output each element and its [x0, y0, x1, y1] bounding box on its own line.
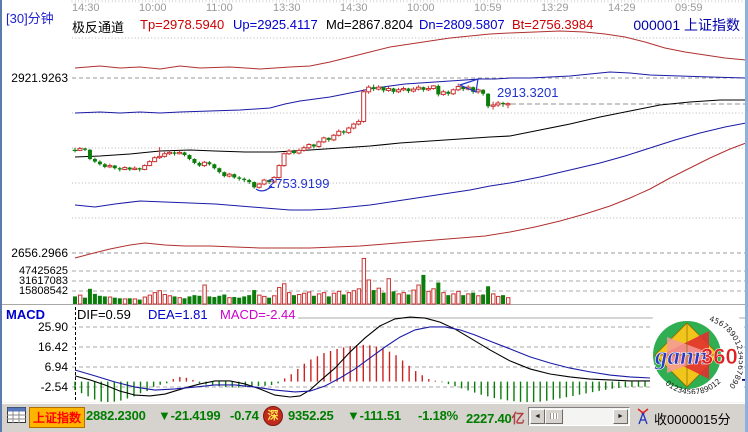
channel-param-label: Md=2867.8204 — [326, 17, 414, 32]
volume-axis-label: 31617083 — [19, 275, 68, 287]
scroll-right-button[interactable]: ► — [613, 409, 628, 424]
symbol-title: 000001 上证指数 — [633, 17, 740, 33]
index2-change: ▼-111.51 — [347, 408, 401, 423]
turnover-value: 2227.40 — [466, 411, 512, 426]
channel-param-label: Tp=2978.5940 — [140, 17, 225, 32]
macd-dea-value: DEA=1.81 — [148, 307, 208, 322]
macd-axis-label: 25.90 — [37, 320, 68, 334]
price-annotation: 2913.3201 — [497, 85, 559, 100]
macd-panel-title[interactable]: MACD — [6, 307, 45, 322]
indicator-name: 极反通道 — [72, 20, 125, 35]
turnover-unit: 亿 — [511, 411, 525, 426]
market-name-badge[interactable]: 上证指数 — [29, 407, 86, 428]
macd-axis-label: 16.42 — [37, 340, 68, 354]
volume-axis-label: 47425625 — [19, 265, 68, 277]
index2-change-pct: -1.18% — [418, 408, 458, 423]
price-change: ▼-21.4199 — [158, 408, 221, 423]
logo-gann-text: gann — [654, 343, 708, 370]
macd-value: MACD=-2.44 — [220, 307, 296, 322]
macd-dif-value: DIF=0.59 — [77, 307, 131, 322]
window-left-border — [0, 0, 2, 432]
macd-axis-label: 6.94 — [44, 360, 68, 374]
volume-axis-label: 15808542 — [19, 285, 68, 297]
time-label: 10:59 — [474, 2, 502, 14]
time-label: 10:00 — [139, 2, 167, 14]
horizontal-scrollbar[interactable]: ◄ ► — [528, 407, 630, 426]
time-label: 14:30 — [72, 2, 100, 14]
channel-param-label: Up=2925.4117 — [233, 17, 318, 32]
price-annotation: 2753.9199 — [268, 176, 330, 191]
time-label: 10:00 — [407, 2, 435, 14]
period-selector[interactable]: [30]分钟 — [6, 11, 54, 26]
macd-axis-label: -2.54 — [40, 380, 68, 394]
quote-table-icon[interactable] — [7, 407, 26, 424]
logo-360-text: 360 — [701, 344, 738, 369]
time-label: 14:30 — [340, 2, 368, 14]
refresh-clock-text: 收0000015分 — [654, 412, 731, 427]
price-axis-label: 2656.2966 — [11, 246, 68, 260]
antenna-icon — [637, 408, 649, 425]
time-label: 11:00 — [206, 2, 233, 14]
price-axis-label: 2921.9263 — [11, 71, 68, 85]
time-label: 14:29 — [608, 2, 636, 14]
status-bar: 上证指数 2882.2300 ▼-21.4199 -0.74 深 9352.25… — [0, 402, 748, 432]
gann360-logo: 45678901234567890123 012345678901234 gan… — [649, 316, 743, 394]
time-label: 13:29 — [541, 2, 569, 14]
scroll-left-button[interactable]: ◄ — [530, 409, 545, 424]
last-price: 2882.2300 — [86, 408, 146, 423]
channel-param-label: Bt=2756.3984 — [512, 17, 594, 32]
window-right-border — [745, 0, 748, 432]
exchange-badge[interactable]: 深 — [263, 406, 283, 426]
time-label: 13:30 — [273, 2, 301, 14]
channel-param-label: Dn=2809.5807 — [419, 17, 505, 32]
time-label: 09:59 — [675, 2, 703, 14]
price-change-pct: -0.74 — [230, 408, 259, 423]
turnover-amount: 2227.40亿 — [466, 408, 525, 427]
index2-price: 9352.25 — [288, 408, 334, 423]
scrollbar-thumb[interactable] — [545, 409, 563, 424]
